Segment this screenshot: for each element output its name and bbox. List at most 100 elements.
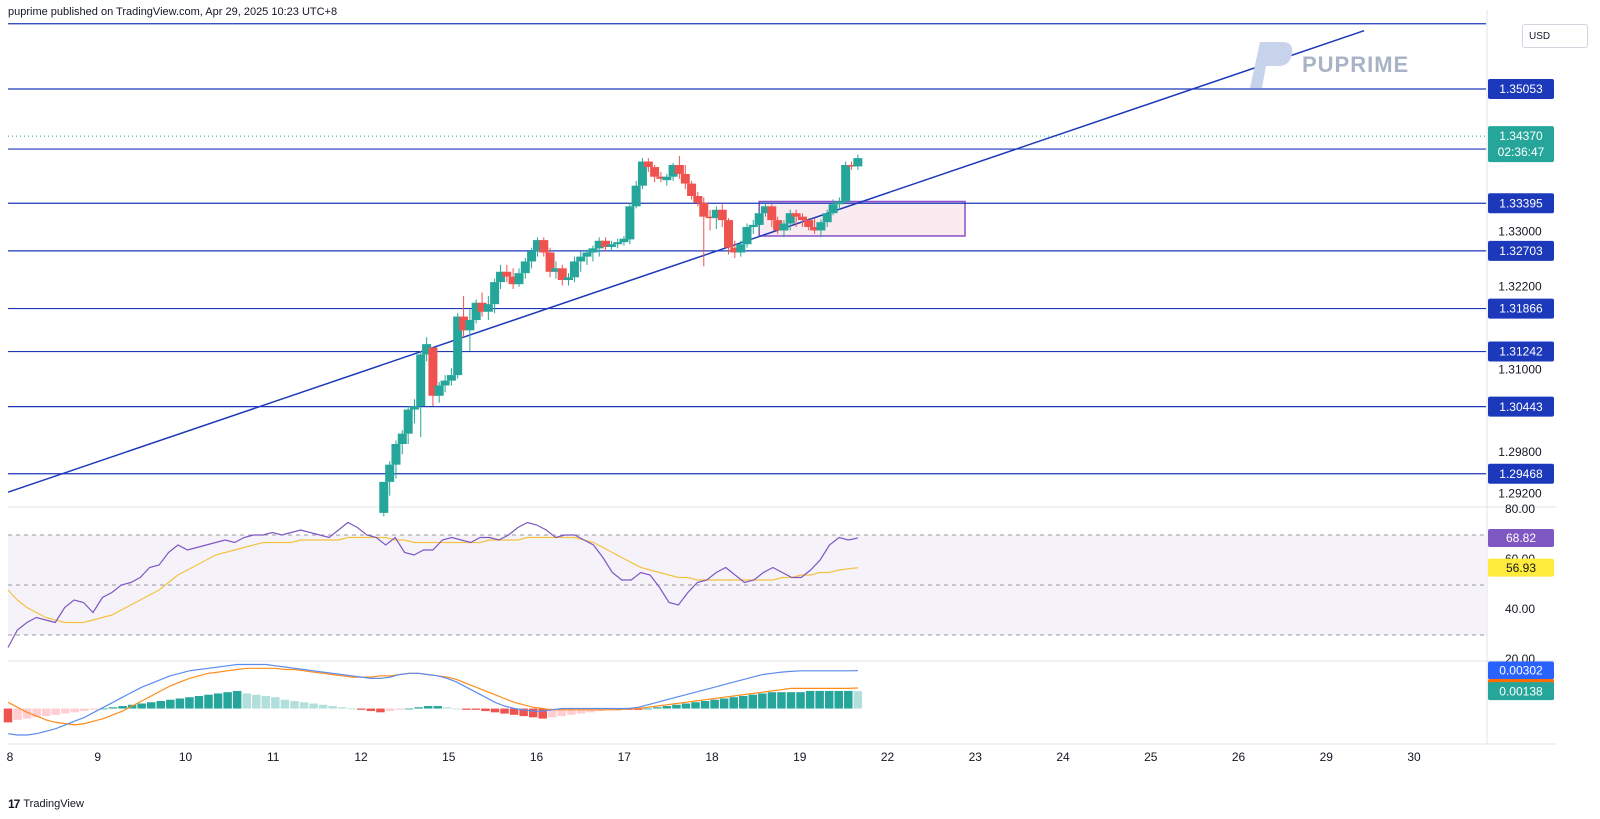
candle-up xyxy=(816,222,826,231)
candle-up xyxy=(453,316,463,376)
macd-histogram-bar xyxy=(213,693,223,709)
candle-down xyxy=(724,220,734,248)
rsi-line xyxy=(7,521,858,648)
macd-histogram-bar xyxy=(509,708,519,715)
macd-histogram-bar xyxy=(643,708,653,710)
price-tick-label: 1.33000 xyxy=(1498,225,1542,239)
macd-histogram-bar xyxy=(805,690,815,709)
candle-up xyxy=(834,201,844,205)
x-tick-label: 8 xyxy=(7,750,14,764)
candle-up xyxy=(446,375,456,381)
macd-histogram-bar xyxy=(653,707,662,709)
macd-histogram-bar xyxy=(471,708,481,710)
macd-histogram-bar xyxy=(261,695,271,709)
candle-up xyxy=(760,206,770,214)
candle-down xyxy=(699,202,709,217)
candle-down xyxy=(508,276,518,285)
macd-histogram-bar xyxy=(309,703,318,709)
level-label: 1.31866 xyxy=(1499,302,1543,316)
x-tick-label: 18 xyxy=(705,750,719,764)
rsi-ma-line xyxy=(7,536,858,624)
candle-down xyxy=(557,268,567,281)
macd-histogram-bar xyxy=(404,708,414,710)
candle-up xyxy=(613,242,623,245)
macd-histogram-bar xyxy=(366,708,376,712)
candle-down xyxy=(693,196,703,203)
candle-up xyxy=(403,409,413,434)
candle-up xyxy=(662,176,672,181)
macd-histogram-bar xyxy=(185,697,194,709)
macd-histogram-bar xyxy=(767,692,777,709)
candle-down xyxy=(643,161,653,168)
rsi-tick-label: 40.00 xyxy=(1505,602,1535,616)
price-tick-label: 1.31000 xyxy=(1498,362,1542,376)
level-label-bg xyxy=(1488,298,1554,319)
level-label: 1.32703 xyxy=(1499,244,1543,258)
candle-down xyxy=(656,176,666,179)
level-label-bg xyxy=(1488,79,1554,100)
candle-down xyxy=(477,302,487,312)
countdown-label: 02:36:47 xyxy=(1498,145,1545,159)
currency-label[interactable]: USD xyxy=(1522,24,1588,48)
macd-histogram-bar xyxy=(815,690,824,709)
macd-histogram-bar xyxy=(423,706,433,709)
candle-up xyxy=(779,223,789,231)
candle-up xyxy=(409,406,419,410)
macd-histogram-bar xyxy=(786,692,796,709)
macd-histogram-bar xyxy=(442,707,452,709)
candle-up xyxy=(434,385,444,396)
macd-histogram-bar xyxy=(758,693,767,709)
x-tick-label: 16 xyxy=(530,750,544,764)
macd-histogram-bar xyxy=(490,708,500,713)
macd-line xyxy=(7,663,858,736)
candle-down xyxy=(428,347,438,396)
level-label: 1.35053 xyxy=(1499,82,1543,96)
macd-histogram-bar xyxy=(166,699,175,709)
macd-histogram-bar xyxy=(796,692,805,709)
candle-up xyxy=(594,240,604,249)
macd-histogram-bar xyxy=(710,699,719,709)
candle-up xyxy=(483,304,493,312)
macd-histogram-bar xyxy=(347,708,357,710)
candle-down xyxy=(502,271,512,277)
candle-up xyxy=(754,213,764,225)
candle-up xyxy=(532,240,542,252)
level-label-bg xyxy=(1488,463,1554,484)
footer: 17 TradingView xyxy=(8,797,84,811)
macd-histogram-bar xyxy=(700,701,710,709)
macd-histogram-bar xyxy=(318,704,328,709)
macd-signal-line xyxy=(7,667,858,726)
candle-up xyxy=(828,204,838,214)
macd-histogram-bar xyxy=(633,708,643,710)
x-tick-label: 11 xyxy=(267,750,280,764)
candle-up xyxy=(440,380,450,386)
level-label-bg xyxy=(1488,240,1554,261)
rsi-ma-value-label-bg xyxy=(1488,558,1554,577)
candle-down xyxy=(650,167,660,177)
macd-histogram-bar xyxy=(748,694,758,709)
x-tick-label: 22 xyxy=(881,750,895,764)
candle-down xyxy=(459,316,469,331)
macd-histogram-bar xyxy=(242,693,251,709)
macd-histogram-bar xyxy=(538,708,547,719)
macd-histogram-bar xyxy=(280,699,290,709)
trendline xyxy=(7,29,1365,493)
candle-up xyxy=(397,433,407,444)
macd-histogram-bar xyxy=(729,697,738,709)
price-tick-label: 1.32200 xyxy=(1498,280,1542,294)
macd-histogram-bar xyxy=(290,701,299,709)
last-price-label: 1.34370 xyxy=(1499,129,1543,143)
macd-histogram-bar xyxy=(624,708,633,710)
level-label: 1.30443 xyxy=(1499,400,1543,414)
x-tick-label: 9 xyxy=(94,750,101,764)
macd-histogram-bar xyxy=(337,707,347,709)
candle-down xyxy=(705,216,715,219)
candle-down xyxy=(767,206,777,221)
macd-histogram-bar xyxy=(51,708,60,715)
macd-histogram-bar xyxy=(500,708,509,714)
macd-histogram-bar xyxy=(299,702,309,709)
candle-down xyxy=(810,227,820,231)
macd-histogram-bar xyxy=(385,708,395,712)
puprime-watermark: PUPRIME xyxy=(1242,38,1409,92)
